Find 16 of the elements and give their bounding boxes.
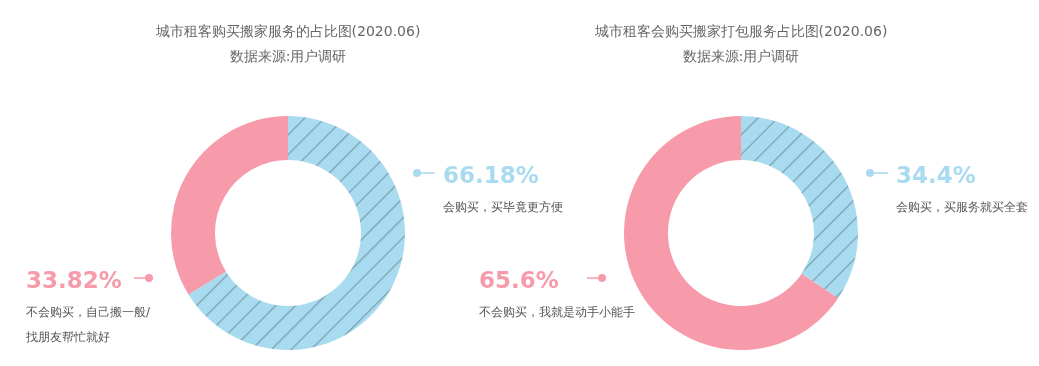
chart-subtitle: 数据来源:用户调研	[682, 48, 800, 64]
chart-subtitle: 数据来源:用户调研	[229, 48, 347, 64]
chart-title: 城市租客会购买搬家打包服务占比图(2020.06)	[593, 23, 888, 39]
donut-slice	[741, 116, 858, 299]
slice-label: 不会购买，自己搬一般/找朋友帮忙就好	[25, 305, 151, 344]
data-label: 34.4%	[896, 162, 976, 188]
slice-label: 会购买，买毕竟更方便	[443, 200, 563, 214]
data-label: 33.82%	[26, 267, 122, 293]
donut-slice	[624, 116, 839, 350]
data-label: 65.6%	[479, 267, 559, 293]
slice-label: 会购买，买服务就买全套	[896, 200, 1028, 214]
chart-title: 城市租客购买搬家服务的占比图(2020.06)	[154, 23, 421, 39]
slice-label: 不会购买，我就是动手小能手	[479, 305, 635, 319]
data-label: 66.18%	[443, 162, 539, 188]
donut-slice	[171, 116, 288, 295]
donut-slice	[188, 116, 405, 350]
